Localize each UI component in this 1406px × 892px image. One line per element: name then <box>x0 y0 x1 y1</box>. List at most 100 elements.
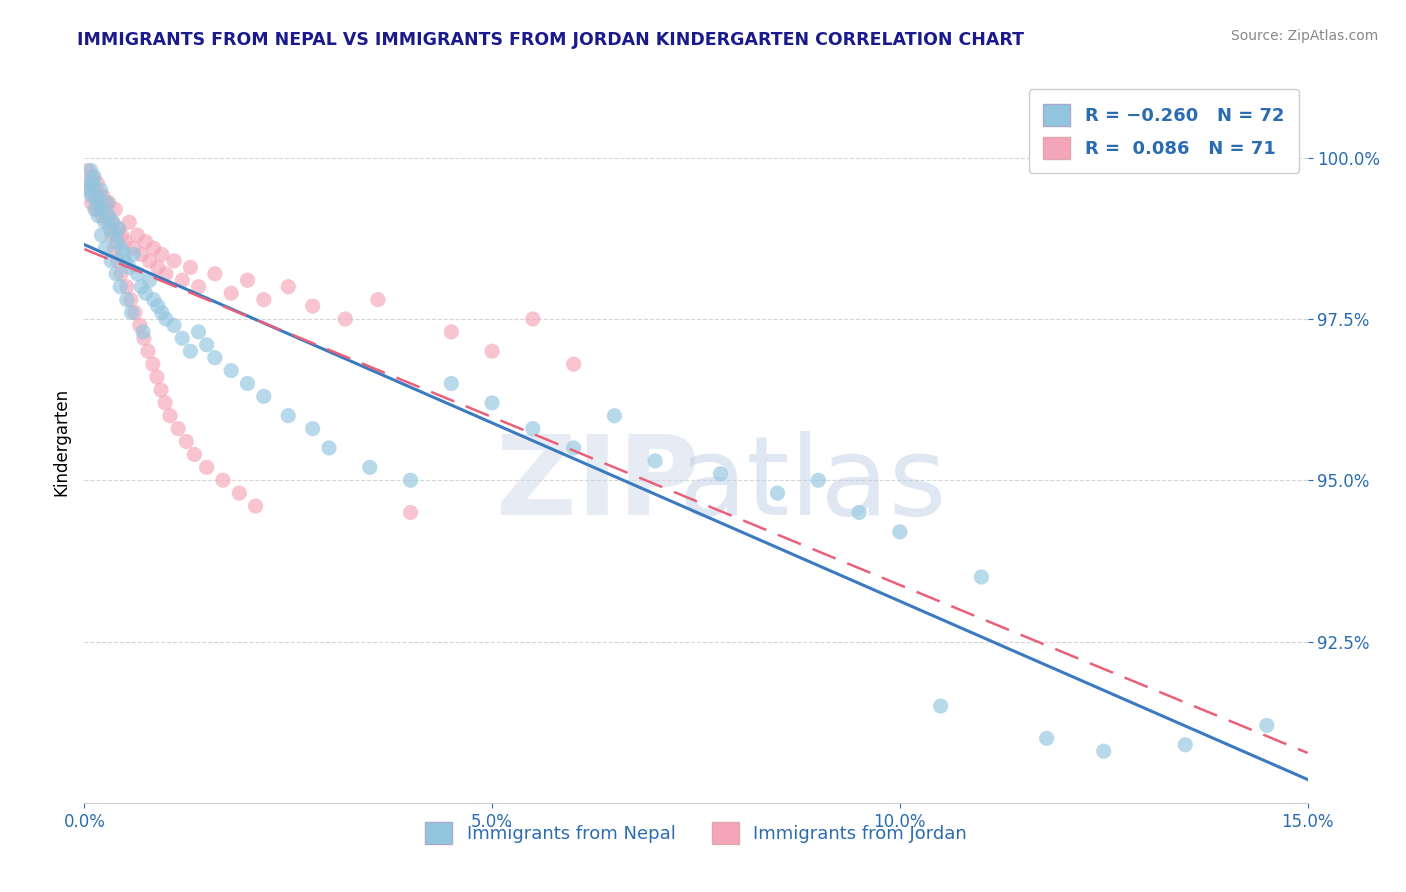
Point <box>90 183 112 197</box>
Point <box>172 273 194 287</box>
Point <box>228 486 250 500</box>
Point <box>150 247 173 261</box>
Point <box>115 293 138 307</box>
Point <box>163 253 186 268</box>
Point <box>91 202 114 217</box>
Point <box>80 163 103 178</box>
Point <box>167 422 190 436</box>
Point <box>174 434 197 449</box>
Point <box>146 260 169 275</box>
Point <box>77 177 100 191</box>
Point <box>94 195 117 210</box>
Point <box>94 241 117 255</box>
Point <box>204 351 226 365</box>
Point <box>562 441 585 455</box>
Point <box>359 460 381 475</box>
Point <box>138 253 160 268</box>
Text: Source: ZipAtlas.com: Source: ZipAtlas.com <box>1230 29 1378 43</box>
Point <box>97 209 120 223</box>
Point <box>153 396 176 410</box>
Point <box>90 202 112 217</box>
Point <box>101 215 124 229</box>
Point <box>219 286 242 301</box>
Point <box>219 363 242 377</box>
Point <box>179 260 201 275</box>
Point <box>135 286 157 301</box>
Point <box>114 253 136 268</box>
Point <box>159 409 181 423</box>
Point <box>277 279 299 293</box>
Point <box>1174 738 1197 752</box>
Point <box>245 499 267 513</box>
Point <box>112 247 135 261</box>
Point <box>1256 718 1278 732</box>
Point <box>118 215 141 229</box>
Point <box>848 506 870 520</box>
Point <box>96 209 118 223</box>
Point <box>107 221 129 235</box>
Point <box>146 299 169 313</box>
Point <box>135 235 157 249</box>
Point <box>367 293 389 307</box>
Point <box>128 318 150 333</box>
Point <box>110 241 132 255</box>
Point <box>562 357 585 371</box>
Point <box>91 189 114 203</box>
Point <box>115 279 138 293</box>
Point <box>889 524 911 539</box>
Point <box>96 195 118 210</box>
Point <box>76 163 98 178</box>
Point <box>77 177 100 191</box>
Point <box>110 267 132 281</box>
Point <box>766 486 789 500</box>
Point <box>124 305 146 319</box>
Point <box>80 195 103 210</box>
Point <box>127 228 149 243</box>
Point <box>91 209 114 223</box>
Point <box>110 279 132 293</box>
Point <box>105 267 128 281</box>
Point <box>163 318 186 333</box>
Point <box>77 183 100 197</box>
Point <box>138 273 160 287</box>
Point <box>522 312 544 326</box>
Point <box>440 325 463 339</box>
Point <box>122 241 145 255</box>
Point <box>118 260 141 275</box>
Text: IMMIGRANTS FROM NEPAL VS IMMIGRANTS FROM JORDAN KINDERGARTEN CORRELATION CHART: IMMIGRANTS FROM NEPAL VS IMMIGRANTS FROM… <box>77 31 1025 49</box>
Point <box>212 473 235 487</box>
Point <box>481 344 503 359</box>
Point <box>127 267 149 281</box>
Point <box>131 247 153 261</box>
Point <box>107 221 129 235</box>
Point <box>83 183 105 197</box>
Point <box>318 441 340 455</box>
Point <box>179 344 201 359</box>
Point <box>86 177 108 191</box>
Point <box>335 312 357 326</box>
Legend: Immigrants from Nepal, Immigrants from Jordan: Immigrants from Nepal, Immigrants from J… <box>418 815 974 852</box>
Point <box>80 189 103 203</box>
Point <box>155 312 177 326</box>
Point <box>970 570 993 584</box>
Point <box>1092 744 1115 758</box>
Text: ZIP: ZIP <box>496 432 700 539</box>
Point <box>87 209 110 223</box>
Point <box>114 235 136 249</box>
Point <box>82 177 104 191</box>
Point <box>90 228 112 243</box>
Point <box>150 305 173 319</box>
Point <box>522 422 544 436</box>
Point <box>301 299 323 313</box>
Point <box>644 454 666 468</box>
Point <box>100 253 122 268</box>
Point <box>84 202 107 217</box>
Point <box>172 331 194 345</box>
Point <box>236 273 259 287</box>
Point <box>120 293 142 307</box>
Point <box>103 241 125 255</box>
Point <box>97 215 120 229</box>
Point <box>603 409 626 423</box>
Point <box>236 376 259 391</box>
Point <box>93 215 115 229</box>
